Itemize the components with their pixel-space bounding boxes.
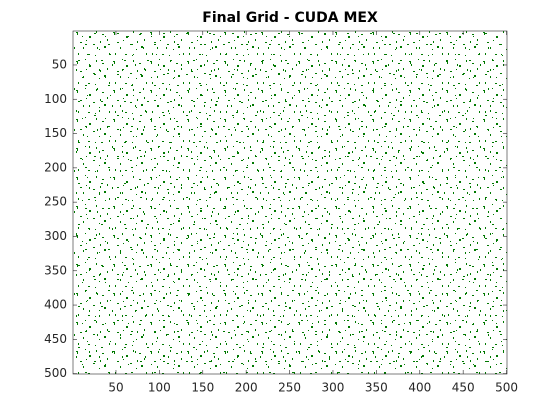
cell-texture: [73, 31, 507, 374]
y-tick-label: 100: [44, 92, 67, 106]
axes-box: [72, 30, 508, 375]
y-tick-label: 250: [44, 195, 67, 209]
y-tick-label: 200: [44, 160, 67, 174]
y-tick-label: 300: [44, 229, 67, 243]
y-tick-label: 400: [44, 298, 67, 312]
x-tick-label: 300: [322, 381, 345, 395]
x-tick-label: 500: [495, 381, 518, 395]
x-tick-label: 350: [365, 381, 388, 395]
x-tick-label: 200: [235, 381, 258, 395]
y-tick-label: 500: [44, 366, 67, 380]
x-tick-label: 50: [108, 381, 123, 395]
x-tick-label: 150: [191, 381, 214, 395]
y-tick-label: 450: [44, 332, 67, 346]
y-tick-label: 50: [52, 57, 67, 71]
y-tick-label: 350: [44, 263, 67, 277]
chart-title: Final Grid - CUDA MEX: [202, 10, 378, 26]
x-tick-label: 100: [148, 381, 171, 395]
x-tick-label: 250: [278, 381, 301, 395]
x-tick-label: 450: [452, 381, 475, 395]
y-tick-label: 150: [44, 126, 67, 140]
x-tick-label: 400: [408, 381, 431, 395]
